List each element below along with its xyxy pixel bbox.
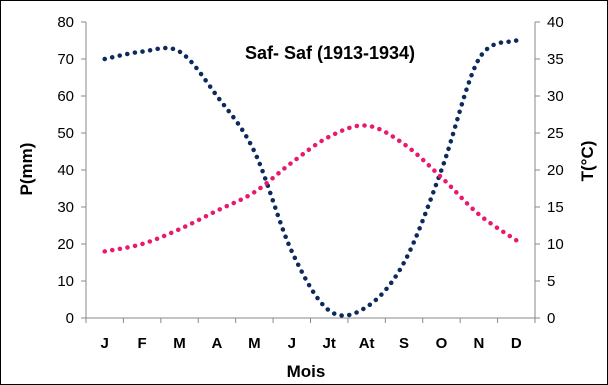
series-layer (102, 38, 519, 318)
y-right-tick-label: 0 (547, 310, 555, 327)
y-left-tick-label: 20 (57, 236, 74, 253)
x-tick-label: N (473, 335, 484, 352)
y-right-tick-label: 5 (547, 273, 555, 290)
x-axis-title: Mois (287, 362, 326, 381)
y-axis-right-title: T(°C) (578, 141, 597, 182)
y-right-tick-label: 10 (547, 236, 564, 253)
chart-title: Saf- Saf (1913-1934) (245, 43, 415, 63)
y-right-tick-label: 20 (547, 162, 564, 179)
y-left-tick-label: 30 (57, 199, 74, 216)
x-tick-label: D (511, 335, 522, 352)
temperature-series-line (102, 123, 519, 254)
y-right-tick-label: 35 (547, 51, 564, 68)
x-tick-label: J (101, 335, 109, 352)
y-left-tick-label: 60 (57, 88, 74, 105)
y-left-tick-label: 70 (57, 51, 74, 68)
x-tick-label: O (436, 335, 448, 352)
x-tick-label: A (212, 335, 223, 352)
y-right-tick-label: 15 (547, 199, 564, 216)
x-tick-label: M (173, 335, 186, 352)
x-tick-label: F (138, 335, 147, 352)
x-tick-label: At (359, 335, 375, 352)
x-tick-label: Jt (323, 335, 336, 352)
y-left-tick-label: 50 (57, 125, 74, 142)
x-tick-label: M (248, 335, 261, 352)
y-right-tick-label: 25 (547, 125, 564, 142)
y-left-tick-label: 0 (66, 310, 74, 327)
y-right-tick-label: 40 (547, 14, 564, 31)
precipitation-series-line (102, 38, 519, 318)
y-left-tick-label: 40 (57, 162, 74, 179)
x-tick-label: J (288, 335, 296, 352)
y-left-tick-label: 80 (57, 14, 74, 31)
y-axis-left-title: P(mm) (17, 143, 36, 196)
y-left-tick-label: 10 (57, 273, 74, 290)
x-tick-label: S (399, 335, 409, 352)
axes: 0 10 20 30 40 50 60 70 80 0 5 10 15 20 25 30 35 40 J F M A M J J… (57, 14, 563, 352)
y-right-tick-label: 30 (547, 88, 564, 105)
